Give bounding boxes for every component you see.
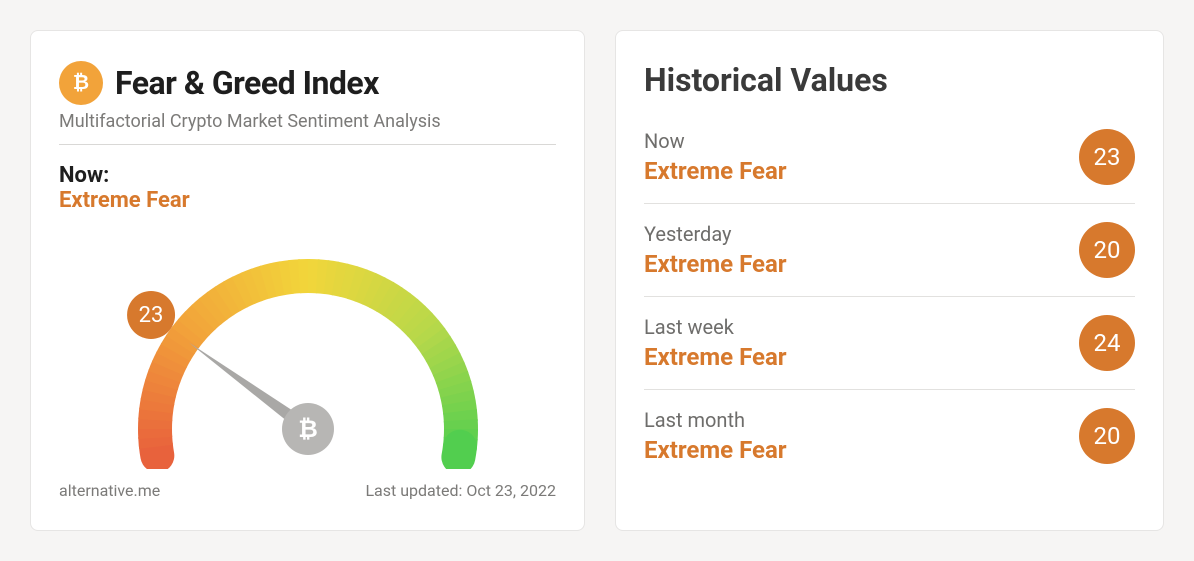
historical-sentiment: Extreme Fear [644,250,787,278]
dashboard: ₿ Fear & Greed Index Multifactorial Cryp… [30,30,1164,531]
fear-greed-card: ₿ Fear & Greed Index Multifactorial Cryp… [30,30,585,531]
historical-period: Yesterday [644,222,787,246]
historical-card: Historical Values Now Extreme Fear 23 Yeste… [615,30,1164,531]
historical-item-text: Yesterday Extreme Fear [644,222,787,278]
subtitle: Multifactorial Crypto Market Sentiment A… [59,111,556,145]
svg-text:₿: ₿ [73,72,89,94]
historical-item: Last week Extreme Fear 24 [644,297,1135,390]
bitcoin-icon: ₿ [59,61,103,105]
bitcoin-icon: ₿ [298,415,318,443]
historical-period: Now [644,129,787,153]
historical-item: Now Extreme Fear 23 [644,129,1135,204]
historical-item: Yesterday Extreme Fear 20 [644,204,1135,297]
historical-item-text: Last week Extreme Fear [644,315,787,371]
historical-list: Now Extreme Fear 23 Yesterday Extreme Fear 20… [644,129,1135,464]
historical-sentiment: Extreme Fear [644,436,787,464]
gauge-value: 23 [138,303,163,328]
historical-period: Last week [644,315,787,339]
card-footer: alternative.me Last updated: Oct 23, 202… [59,481,556,500]
historical-value-badge: 20 [1079,408,1135,464]
now-label: Now: [59,163,556,188]
historical-sentiment: Extreme Fear [644,157,787,185]
last-updated-label: Last updated: Oct 23, 2022 [365,481,556,500]
source-label: alternative.me [59,481,160,500]
historical-value-badge: 24 [1079,315,1135,371]
historical-title: Historical Values [644,61,1135,99]
historical-value-badge: 20 [1079,222,1135,278]
historical-item-text: Last month Extreme Fear [644,408,787,464]
historical-item: Last month Extreme Fear 20 [644,390,1135,464]
historical-sentiment: Extreme Fear [644,343,787,371]
gauge: ₿ 23 [59,209,556,469]
main-title: Fear & Greed Index [115,64,379,102]
historical-value-badge: 23 [1079,129,1135,185]
historical-period: Last month [644,408,787,432]
title-row: ₿ Fear & Greed Index [59,61,556,105]
historical-item-text: Now Extreme Fear [644,129,787,185]
